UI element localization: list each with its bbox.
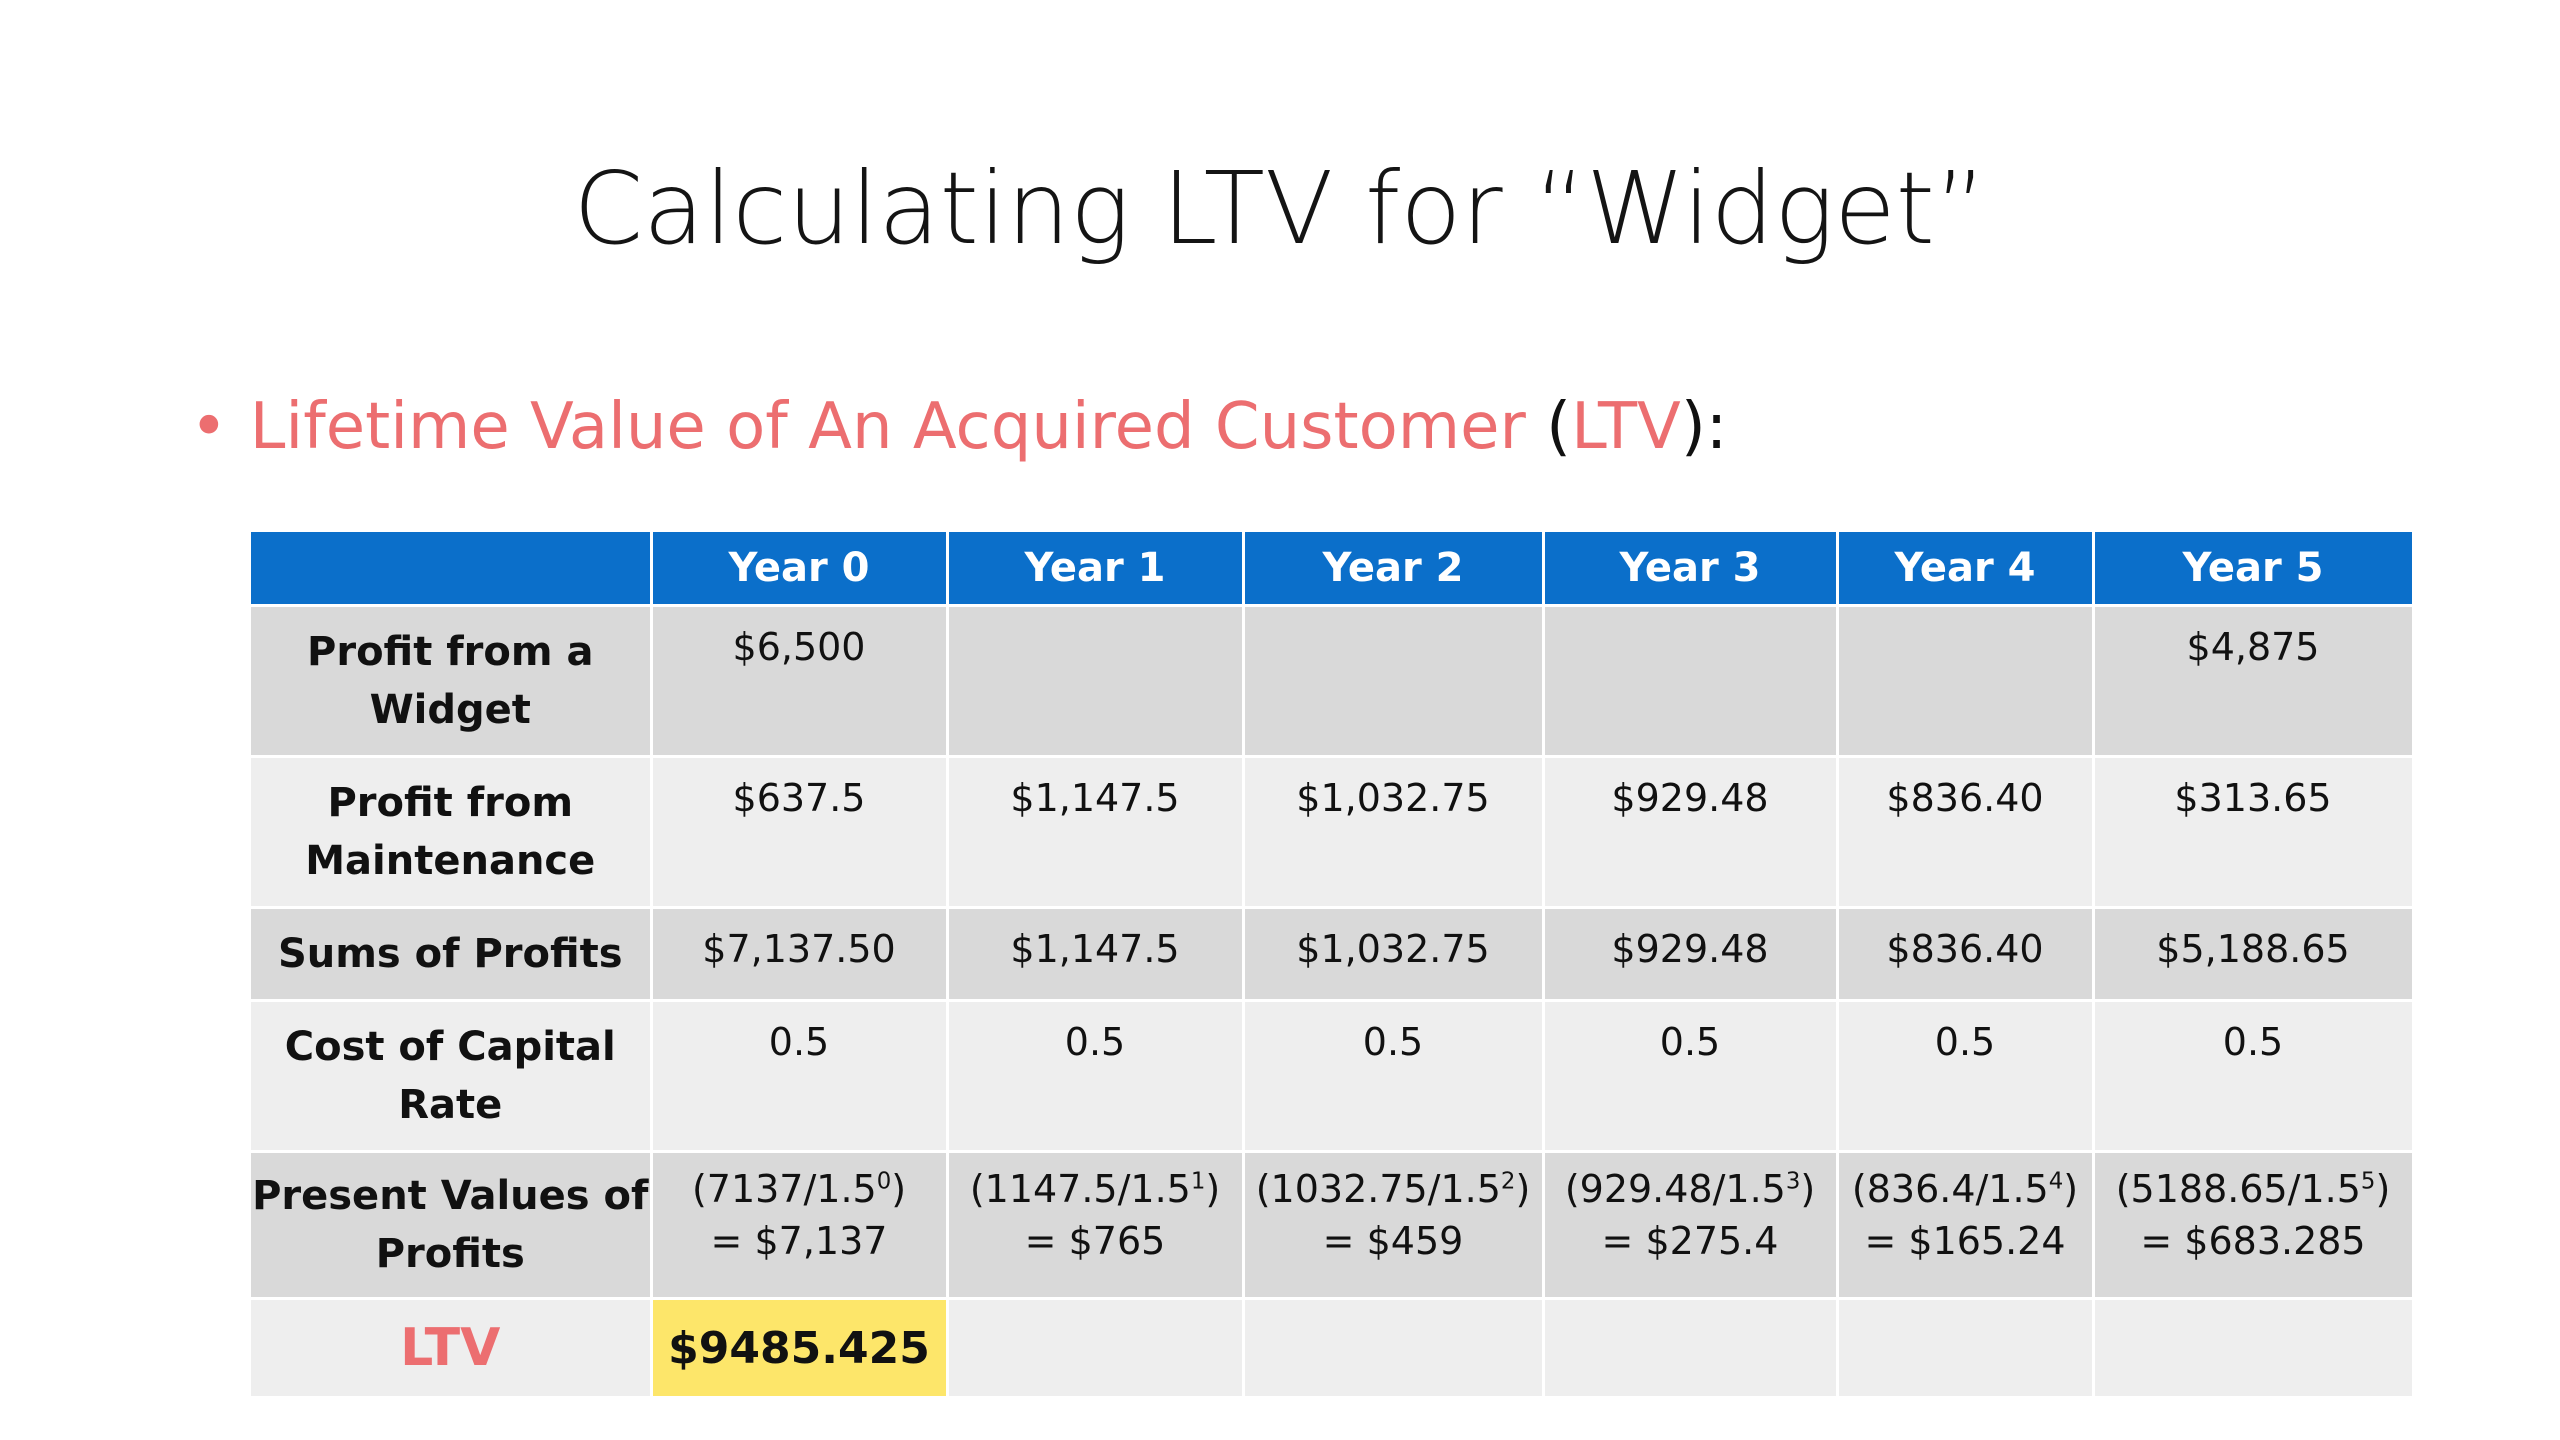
result-line: = $165.24 [1864, 1219, 2066, 1263]
bullet-line: • Lifetime Value of An Acquired Customer … [190, 390, 1727, 464]
formula-line: (929.48/1.53) [1564, 1167, 1816, 1211]
row-label: Cost of Capital Rate [251, 1000, 653, 1153]
table-cell: $637.5 [651, 756, 949, 909]
exponent: 1 [1190, 1168, 1206, 1195]
formula-line: (1147.5/1.51) [969, 1167, 1221, 1211]
table-row-cost-of-capital: Cost of Capital Rate 0.5 0.5 0.5 0.5 0.5… [251, 1000, 2415, 1153]
table-row-ltv: LTV $9485.425 [251, 1298, 2415, 1399]
table-cell: (5188.65/1.55) = $683.285 [2093, 1151, 2415, 1300]
formula-line: (5188.65/1.55) [2115, 1167, 2391, 1211]
table-cell: $836.40 [1837, 907, 2095, 1002]
exponent: 3 [1785, 1168, 1801, 1195]
header-cell-year-0: Year 0 [651, 532, 949, 607]
table-cell-empty [1543, 1298, 1839, 1399]
row-label-line1: Cost of Capital [284, 1024, 616, 1070]
table-cell: (836.4/1.54) = $165.24 [1837, 1151, 2095, 1300]
row-label-line1: Profit from a [307, 629, 594, 675]
table-cell [1243, 605, 1545, 758]
header-cell-year-1: Year 1 [947, 532, 1245, 607]
table-cell: $836.40 [1837, 756, 2095, 909]
table-cell: 0.5 [1837, 1000, 2095, 1153]
exponent: 5 [2360, 1168, 2376, 1195]
table-cell: 0.5 [947, 1000, 1245, 1153]
ltv-value: $9485.425 [651, 1298, 949, 1399]
table-cell: $7,137.50 [651, 907, 949, 1002]
row-label-line1: Present Values of [252, 1173, 649, 1219]
ltv-label: LTV [251, 1298, 653, 1399]
table-row-sums-of-profits: Sums of Profits $7,137.50 $1,147.5 $1,03… [251, 907, 2415, 1002]
bullet-main-text: Lifetime Value of An Acquired Customer [249, 390, 1526, 464]
row-label: Sums of Profits [251, 907, 653, 1002]
result-line: = $7,137 [710, 1219, 888, 1263]
table-cell: 0.5 [2093, 1000, 2415, 1153]
header-cell-year-4: Year 4 [1837, 532, 2095, 607]
table-cell-empty [1837, 1298, 2095, 1399]
result-line: = $459 [1322, 1219, 1464, 1263]
row-label-line2: Rate [398, 1082, 503, 1128]
exponent: 2 [1500, 1168, 1516, 1195]
table-row-profit-maintenance: Profit from Maintenance $637.5 $1,147.5 … [251, 756, 2415, 909]
bullet-paren-open: ( [1546, 390, 1572, 464]
table-cell: $1,147.5 [947, 907, 1245, 1002]
result-line: = $683.285 [2140, 1219, 2366, 1263]
table-cell: $929.48 [1543, 907, 1839, 1002]
table-cell-empty [1243, 1298, 1545, 1399]
table-cell: (1147.5/1.51) = $765 [947, 1151, 1245, 1300]
table-cell: $313.65 [2093, 756, 2415, 909]
exponent: 0 [876, 1168, 892, 1195]
header-cell-year-5: Year 5 [2093, 532, 2415, 607]
table-cell: $929.48 [1543, 756, 1839, 909]
table-cell: (7137/1.50) = $7,137 [651, 1151, 949, 1300]
row-label: Profit from Maintenance [251, 756, 653, 909]
slide-title: Calculating LTV for “Widget” [573, 150, 1987, 267]
table-cell: $1,032.75 [1243, 907, 1545, 1002]
table-cell-empty [947, 1298, 1245, 1399]
table-row-profit-widget: Profit from a Widget $6,500 $4,875 [251, 605, 2415, 758]
table-cell [1543, 605, 1839, 758]
formula-line: (7137/1.50) [691, 1167, 907, 1211]
exponent: 4 [2048, 1168, 2064, 1195]
formula-line: (1032.75/1.52) [1255, 1167, 1531, 1211]
table-cell: $6,500 [651, 605, 949, 758]
row-label-line2: Maintenance [305, 838, 596, 884]
row-label-line1: Sums of Profits [277, 931, 623, 977]
table-cell: (929.48/1.53) = $275.4 [1543, 1151, 1839, 1300]
bullet-dot-icon: • [190, 390, 228, 464]
result-line: = $275.4 [1601, 1219, 1779, 1263]
row-label-line1: Profit from [327, 780, 573, 826]
row-label: Present Values of Profits [251, 1151, 653, 1300]
header-cell-year-3: Year 3 [1543, 532, 1839, 607]
table-row-present-values: Present Values of Profits (7137/1.50) = … [251, 1151, 2415, 1300]
bullet-abbr: LTV [1571, 390, 1681, 464]
row-label: Profit from a Widget [251, 605, 653, 758]
table-cell: $4,875 [2093, 605, 2415, 758]
table-cell [1837, 605, 2095, 758]
table-header-row: Year 0 Year 1 Year 2 Year 3 Year 4 Year … [251, 532, 2415, 607]
header-cell-empty [251, 532, 653, 607]
table-cell: $1,147.5 [947, 756, 1245, 909]
row-label-line2: Widget [369, 687, 531, 733]
table-cell: 0.5 [651, 1000, 949, 1153]
table-cell: $5,188.65 [2093, 907, 2415, 1002]
table-cell: (1032.75/1.52) = $459 [1243, 1151, 1545, 1300]
table-cell [947, 605, 1245, 758]
bullet-paren-close: ): [1680, 390, 1728, 464]
header-cell-year-2: Year 2 [1243, 532, 1545, 607]
ltv-table: Year 0 Year 1 Year 2 Year 3 Year 4 Year … [251, 532, 2415, 1399]
table-cell-empty [2093, 1298, 2415, 1399]
row-label-line2: Profits [375, 1231, 525, 1277]
result-line: = $765 [1024, 1219, 1166, 1263]
table-cell: 0.5 [1543, 1000, 1839, 1153]
table-cell: $1,032.75 [1243, 756, 1545, 909]
table-cell: 0.5 [1243, 1000, 1545, 1153]
formula-line: (836.4/1.54) [1851, 1167, 2079, 1211]
